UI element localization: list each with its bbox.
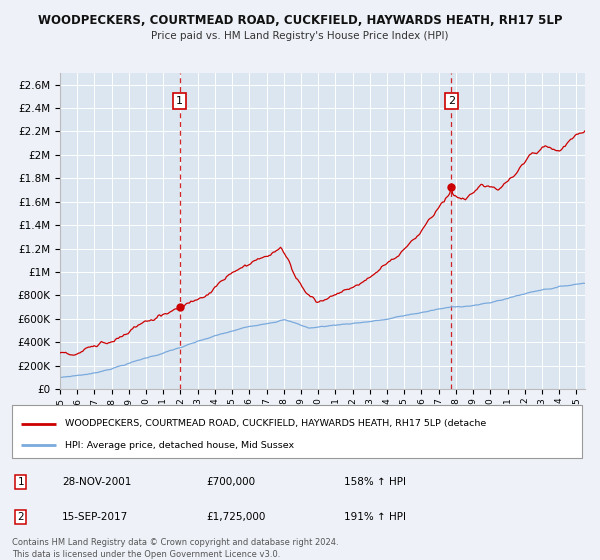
Text: 15-SEP-2017: 15-SEP-2017 bbox=[62, 512, 128, 522]
Text: 28-NOV-2001: 28-NOV-2001 bbox=[62, 477, 131, 487]
Text: WOODPECKERS, COURTMEAD ROAD, CUCKFIELD, HAYWARDS HEATH, RH17 5LP (detache: WOODPECKERS, COURTMEAD ROAD, CUCKFIELD, … bbox=[65, 419, 486, 428]
Text: WOODPECKERS, COURTMEAD ROAD, CUCKFIELD, HAYWARDS HEATH, RH17 5LP: WOODPECKERS, COURTMEAD ROAD, CUCKFIELD, … bbox=[38, 14, 562, 27]
Text: Price paid vs. HM Land Registry's House Price Index (HPI): Price paid vs. HM Land Registry's House … bbox=[151, 31, 449, 41]
Text: 158% ↑ HPI: 158% ↑ HPI bbox=[344, 477, 406, 487]
FancyBboxPatch shape bbox=[12, 405, 582, 458]
Text: 2: 2 bbox=[17, 512, 24, 522]
Text: 1: 1 bbox=[17, 477, 24, 487]
Text: 191% ↑ HPI: 191% ↑ HPI bbox=[344, 512, 406, 522]
Text: £700,000: £700,000 bbox=[206, 477, 255, 487]
Text: £1,725,000: £1,725,000 bbox=[206, 512, 265, 522]
Text: HPI: Average price, detached house, Mid Sussex: HPI: Average price, detached house, Mid … bbox=[65, 441, 294, 450]
Text: Contains HM Land Registry data © Crown copyright and database right 2024.
This d: Contains HM Land Registry data © Crown c… bbox=[12, 538, 338, 559]
Text: 1: 1 bbox=[176, 96, 183, 106]
Text: 2: 2 bbox=[448, 96, 455, 106]
